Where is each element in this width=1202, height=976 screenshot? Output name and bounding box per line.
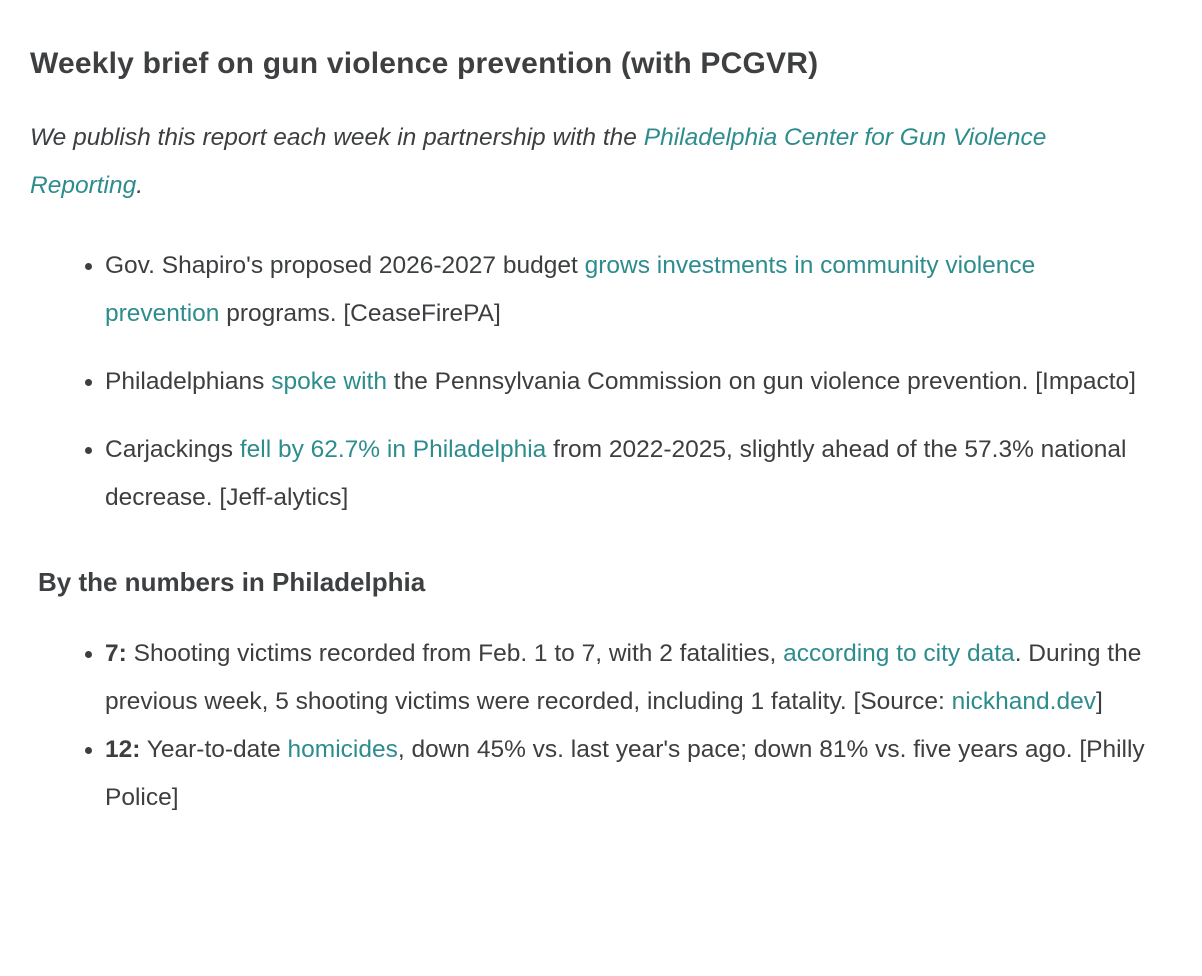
stat-number: 12: — [105, 736, 141, 763]
homicides-link[interactable]: homicides — [287, 736, 398, 763]
item-text-post: the Pennsylvania Commission on gun viole… — [386, 368, 1136, 395]
carjackings-link[interactable]: fell by 62.7% in Philadelphia — [239, 436, 547, 463]
item-text-pre: Gov. Shapiro's proposed 2026-2027 budget — [105, 252, 585, 279]
page-title: Weekly brief on gun violence prevention … — [30, 47, 819, 80]
item-text-pre: Shooting victims recorded from Feb. 1 to… — [126, 640, 784, 667]
spoke-with-link[interactable]: spoke with — [271, 368, 387, 395]
city-data-link[interactable]: according to city data — [783, 640, 1015, 667]
budget-investments-link[interactable]: grows investments in community violence … — [105, 252, 1036, 327]
stat-number: 7: — [105, 640, 127, 667]
item-text-pre: Philadelphians — [105, 368, 272, 395]
list-item: 12: Year-to-date homicides, down 45% vs.… — [105, 726, 1150, 822]
item-text-pre: Year-to-date — [140, 736, 288, 763]
item-text-mid: , down 45% vs. last year's pace; down 81… — [105, 736, 1145, 811]
item-text-pre: Carjackings — [105, 436, 240, 463]
nickhand-dev-link[interactable]: nickhand.dev — [951, 688, 1096, 715]
news-bullet-list: Gov. Shapiro's proposed 2026-2027 budget… — [30, 242, 1150, 522]
item-text-mid: . During the previous week, 5 shooting v… — [105, 640, 1142, 715]
section-title: By the numbers in Philadelphia — [38, 567, 426, 597]
intro-text-pre: We publish this report each week in part… — [30, 124, 644, 151]
list-item: Philadelphians spoke with the Pennsylvan… — [105, 358, 1150, 406]
item-text-post: programs. [CeaseFirePA] — [219, 300, 501, 327]
list-item: Carjackings fell by 62.7% in Philadelphi… — [105, 426, 1150, 522]
item-text-post: from 2022-2025, slightly ahead of the 57… — [105, 436, 1127, 511]
list-item: 7: Shooting victims recorded from Feb. 1… — [105, 630, 1150, 726]
list-item: Gov. Shapiro's proposed 2026-2027 budget… — [105, 242, 1150, 338]
intro-paragraph: We publish this report each week in part… — [30, 114, 1150, 210]
pcgvr-link[interactable]: Philadelphia Center for Gun Violence Rep… — [30, 124, 1047, 199]
item-text-post: ] — [1095, 688, 1103, 715]
numbers-bullet-list: 7: Shooting victims recorded from Feb. 1… — [30, 630, 1150, 822]
intro-text-post: . — [136, 172, 144, 199]
